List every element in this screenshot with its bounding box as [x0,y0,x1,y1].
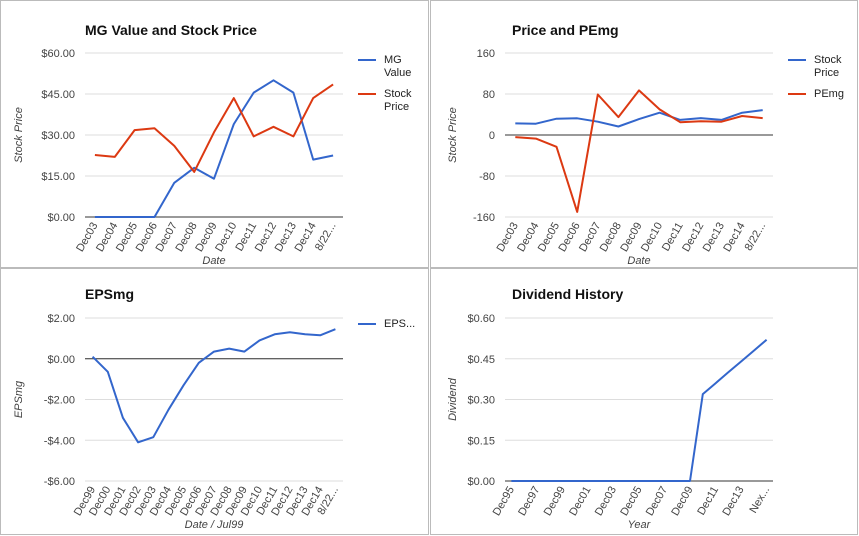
panel [0,0,429,268]
y-tick-label: $0.00 [467,476,495,488]
x-axis-title: Date [627,255,650,267]
chart-title: Price and PEmg [512,22,619,38]
y-tick-label: -$4.00 [44,435,75,447]
legend-label: EPS... [384,318,416,330]
series-line [515,89,763,213]
y-tick-label: 160 [477,48,495,60]
x-axis-title: Date [202,255,225,267]
y-tick-label: $2.00 [47,313,75,325]
y-tick-label: -$6.00 [44,476,75,488]
y-axis-title: Dividend [447,377,459,421]
y-tick-label: $0.30 [467,395,495,407]
y-tick-label: -160 [473,212,495,224]
y-axis-title: EPSmg [13,380,25,418]
y-tick-label: -80 [479,171,495,183]
series-line [511,338,768,482]
y-tick-label: $45.00 [41,89,75,101]
y-tick-label: $0.60 [467,313,495,325]
legend-label: MG Value [384,54,412,79]
legend-label: Stock Price [814,54,842,79]
panel [430,0,858,268]
chart-title: MG Value and Stock Price [85,22,257,38]
x-axis-title: Year [628,519,652,531]
legend-label: Stock Price [384,88,412,113]
legend-label: PEmg [814,88,844,100]
chart-title: Dividend History [512,286,623,302]
x-axis-title: Date / Jul99 [185,519,244,531]
y-tick-label: 80 [483,89,495,101]
y-tick-label: $0.45 [467,354,495,366]
y-axis-title: Stock Price [13,107,25,163]
panel [0,268,429,535]
series-line [515,109,763,128]
y-tick-label: $15.00 [41,171,75,183]
y-tick-label: 0 [489,130,495,142]
y-tick-label: $30.00 [41,130,75,142]
y-tick-label: $0.15 [467,435,495,447]
y-tick-label: $60.00 [41,48,75,60]
series-line [94,83,334,173]
y-tick-label: $0.00 [47,354,75,366]
y-tick-label: -$2.00 [44,395,75,407]
series-line [94,79,334,218]
y-tick-label: $0.00 [47,212,75,224]
y-axis-title: Stock Price [447,107,459,163]
panel [430,268,858,535]
chart-title: EPSmg [85,286,134,302]
series-line [91,328,336,444]
